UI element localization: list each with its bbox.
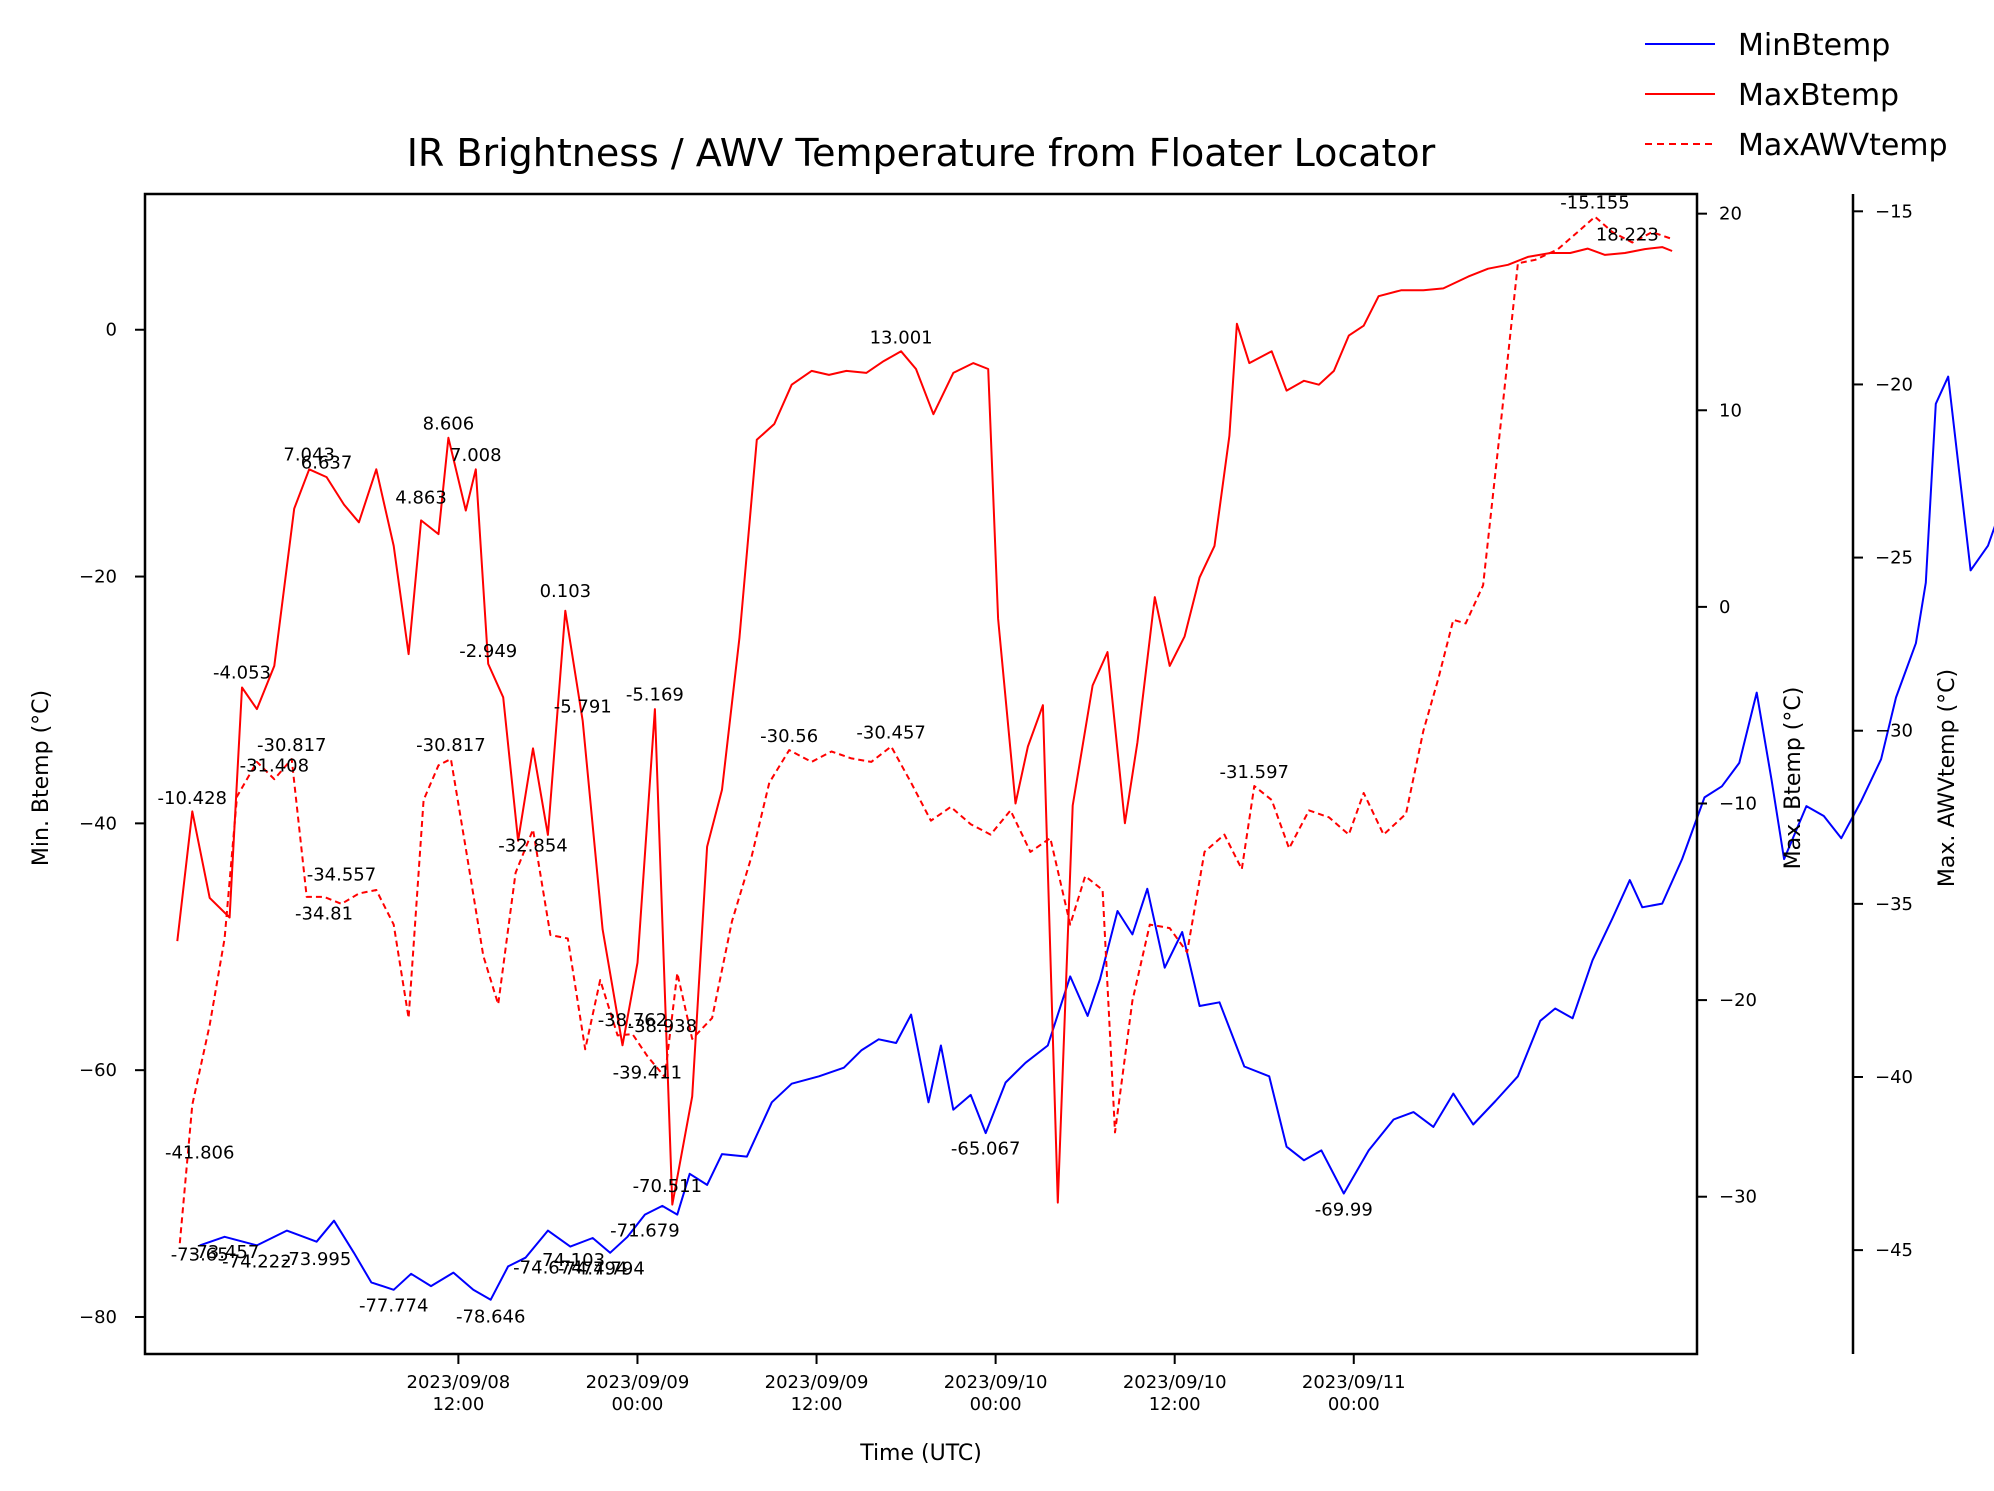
data-label: -31.597 [1220,762,1289,783]
x-tick-label: 00:00 [1328,1394,1380,1415]
data-label: 13.001 [870,327,933,348]
data-label: 4.863 [395,487,447,508]
y-tick-label-right1: −10 [1719,793,1757,814]
data-label: -39.411 [613,1063,682,1084]
data-label: -65.067 [951,1139,1020,1160]
data-label: -73.65 [171,1245,229,1266]
data-label: 6.637 [301,452,353,473]
x-axis-label: Time (UTC) [859,1441,982,1466]
series-layer [176,215,1994,1301]
data-label: -15.155 [1560,193,1629,214]
data-label: -30.457 [856,723,925,744]
data-label: -78.646 [456,1306,525,1327]
data-label: -31.408 [240,755,309,776]
y-tick-label-right2: −25 [1875,548,1913,569]
data-label: -38.938 [628,1016,697,1037]
y-axis-label-right1: Max. Btemp (°C) [1781,687,1806,870]
y-tick-label-left: 0 [106,320,117,341]
legend-label-maxawvtemp: MaxAWVtemp [1738,128,1948,163]
series-line-maxawvtemp [178,215,1673,1244]
data-label: -38.762 [598,1010,667,1031]
data-label: -74.674 [513,1257,582,1278]
data-label: -69.99 [1315,1199,1373,1220]
series-line-maxbtemp [176,246,1673,1206]
x-tick-label: 2023/09/11 [1302,1372,1406,1393]
data-label: -2.949 [459,641,517,662]
y-tick-label-left: −20 [79,567,117,588]
y-tick-label-left: −60 [79,1060,117,1081]
x-tick-label: 12:00 [432,1394,484,1415]
x-tick-label: 00:00 [612,1394,664,1415]
y-tick-label-left: −80 [79,1307,117,1328]
y-tick-label-right2: −45 [1875,1240,1913,1261]
data-label: -34.81 [295,903,353,924]
legend-label-minbtemp: MinBtemp [1738,28,1890,63]
data-label: -4.053 [213,663,271,684]
x-tick-label: 2023/09/08 [407,1372,511,1393]
data-label: -10.428 [158,788,227,809]
x-tick-label: 00:00 [970,1394,1022,1415]
data-label: 8.606 [423,414,475,435]
y-tick-label-right2: −30 [1875,721,1913,742]
chart-title: IR Brightness / AWV Temperature from Flo… [407,131,1436,175]
data-label: -74.794 [575,1259,644,1280]
data-label: -73.995 [282,1249,351,1270]
data-label: -77.774 [359,1296,428,1317]
plot-frame [143,192,1699,1356]
y-tick-label-right2: −15 [1875,201,1913,222]
y-tick-label-right1: 10 [1719,400,1742,421]
series-line-minbtemp [199,375,1994,1301]
data-label: -71.679 [610,1220,679,1241]
y-tick-label-right1: 0 [1719,597,1730,618]
data-label: -74.103 [536,1250,605,1271]
data-label: -70.511 [633,1176,702,1197]
x-tick-label: 2023/09/09 [586,1372,690,1393]
y-axis-label-left: Min. Btemp (°C) [29,690,54,866]
data-label: -73.457 [190,1242,259,1263]
data-label: -5.791 [554,697,612,718]
data-label: -74.794 [558,1259,627,1280]
y-tick-label-right1: 20 [1719,204,1742,225]
x-tick-label: 12:00 [791,1394,843,1415]
data-label: -41.806 [165,1142,234,1163]
x-tick-label: 2023/09/10 [944,1372,1048,1393]
data-label: -30.56 [760,726,818,747]
data-label: -5.169 [626,685,684,706]
x-tick-label: 2023/09/09 [765,1372,869,1393]
x-tick-label: 12:00 [1149,1394,1201,1415]
data-label: 0.103 [540,581,592,602]
legend: MinBtemp MaxBtemp MaxAWVtemp [1645,28,1948,163]
x-tick-label: 2023/09/10 [1123,1372,1227,1393]
y-tick-label-right1: −20 [1719,990,1757,1011]
y-tick-label-left: −40 [79,813,117,834]
y-tick-label-right2: −20 [1875,374,1913,395]
y-tick-label-right2: −40 [1875,1067,1913,1088]
data-label: -74.222 [222,1252,291,1273]
legend-label-maxbtemp: MaxBtemp [1738,78,1899,113]
y-axis-label-right2: Max. AWVtemp (°C) [1935,669,1960,887]
data-label: -32.854 [498,836,567,857]
data-label: 18.223 [1596,225,1659,246]
data-label: 7.008 [450,445,502,466]
y-tick-label-right2: −35 [1875,894,1913,915]
axes: 2023/09/0812:002023/09/0900:002023/09/09… [79,192,1913,1415]
data-label: -30.817 [416,735,485,756]
data-label: -30.817 [257,735,326,756]
data-label: -34.557 [307,865,376,886]
y-tick-label-right1: −30 [1719,1187,1757,1208]
data-label: 7.043 [283,444,335,465]
